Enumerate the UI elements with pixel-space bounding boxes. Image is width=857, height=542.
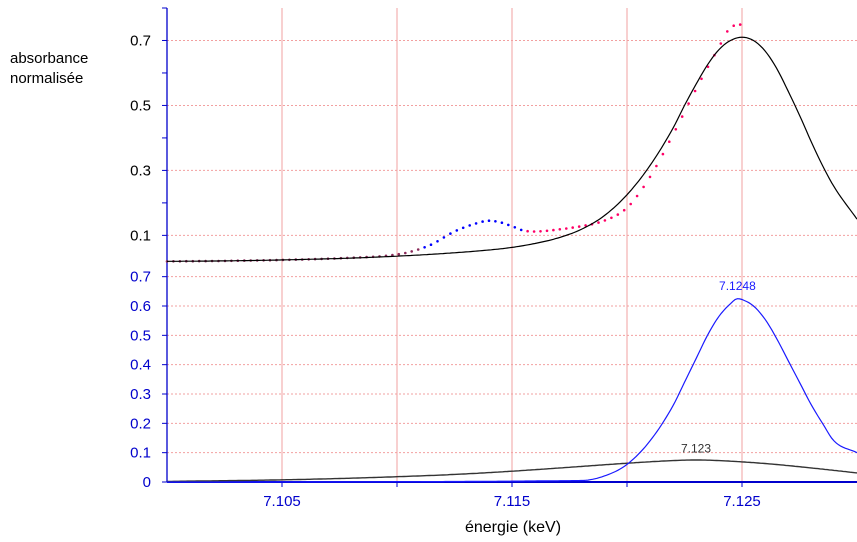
data-point [674,128,678,131]
top-y-tick-label: 0.1 [130,227,151,244]
data-point [507,223,510,227]
data-point [635,194,639,198]
top-panel-y-axis-label: absorbance normalisée [10,50,89,87]
data-point [455,229,459,232]
data-point [423,246,426,249]
data-point [526,229,529,233]
bottom-y-tick-label: 0 [143,474,151,491]
fit-curve [166,36,857,262]
data-point [552,228,555,232]
data-point [391,253,394,257]
broad-component-curve [167,459,857,483]
data-point [629,202,632,206]
measured-data-points [165,23,742,263]
bottom-y-tick-label: 0.1 [130,445,151,462]
data-point [397,252,401,256]
data-point [500,221,504,224]
data-point [404,251,407,255]
data-point [565,227,568,230]
data-point [416,248,420,251]
data-point [668,140,671,143]
data-point [487,219,491,222]
data-point [655,164,658,168]
data-point [513,226,517,229]
data-point [648,175,652,179]
data-point [494,220,497,223]
bottom-y-tick-label: 0.6 [130,298,151,315]
data-point [726,30,729,33]
data-point [732,24,735,28]
data-point [642,185,645,189]
data-point [622,208,626,212]
peak-annotation: 7.123 [681,442,711,456]
bottom-y-tick-label: 0.7 [130,269,151,286]
data-point [165,260,169,263]
bottom-y-tick-label: 0.3 [130,386,151,403]
data-point [597,221,600,224]
x-tick-label: 7.125 [723,493,761,510]
x-axis-label: énergie (keV) [465,519,561,536]
data-point [461,226,465,230]
data-point [558,228,562,231]
data-point [545,229,549,233]
data-point [449,232,452,235]
data-point [700,77,703,81]
data-point [532,230,536,233]
data-point [436,240,439,243]
top-y-tick-label: 0.5 [130,97,151,114]
data-point [584,224,587,227]
data-point [519,228,523,232]
data-point [474,222,478,225]
data-point [738,23,742,26]
peak-component-curve [167,298,857,483]
top-y-tick-label: 0.3 [130,162,151,179]
data-point [693,89,697,93]
data-point [410,250,414,253]
data-point [610,216,613,220]
data-point [687,102,690,105]
data-point [577,225,581,228]
peak-annotation: 7.1248 [719,279,756,293]
data-point [429,243,433,246]
bottom-y-tick-label: 0.4 [130,357,151,374]
data-point [442,236,446,239]
data-point [571,226,574,229]
data-point [468,224,472,227]
data-point [539,230,542,233]
x-tick-label: 7.105 [263,493,301,510]
data-point [719,42,723,45]
x-tick-label: 7.115 [494,493,530,510]
data-point [706,65,710,69]
data-point [603,219,607,222]
data-point [661,152,665,156]
data-point [680,115,684,118]
top-y-tick-label: 0.7 [130,32,151,49]
data-point [616,213,620,216]
data-point [481,220,484,223]
bottom-y-tick-label: 0.5 [130,327,151,344]
grid-lines [167,8,857,482]
bottom-y-tick-label: 0.2 [130,415,151,432]
